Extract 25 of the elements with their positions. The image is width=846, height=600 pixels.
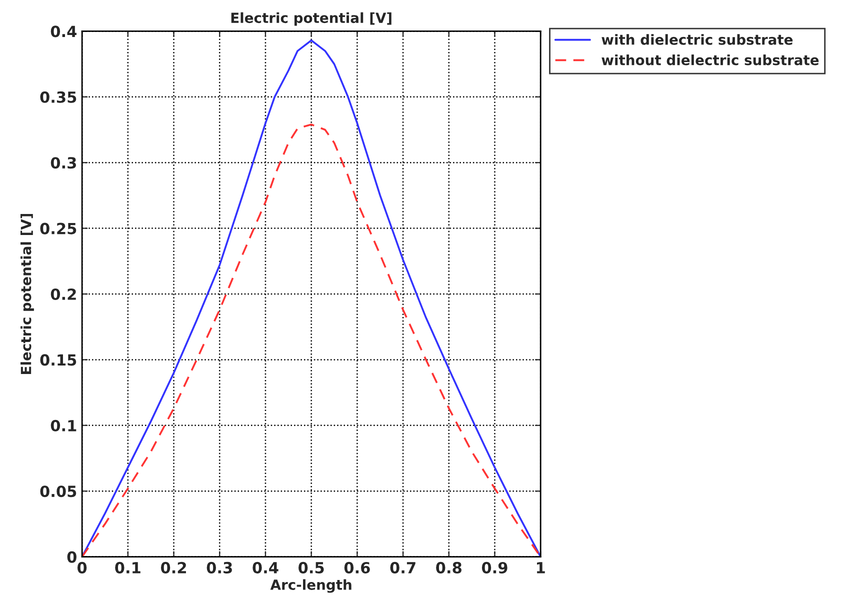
legend-label: with dielectric substrate — [602, 34, 793, 45]
x-tick-label: 0.9 — [482, 562, 508, 574]
y-tick-label: 0.25 — [40, 222, 76, 234]
x-tick-label: 0.2 — [160, 562, 186, 574]
x-tick-label: 0.7 — [390, 562, 416, 574]
x-tick-label: 0.3 — [206, 562, 232, 574]
x-tick-label: 0.6 — [344, 562, 370, 574]
y-tick-label: 0.4 — [50, 26, 76, 38]
y-axis-title: Electric potential [V] — [20, 214, 34, 374]
y-tick-label: 0 — [67, 551, 76, 563]
chart-title: Electric potential [V] — [231, 12, 392, 26]
y-tick-label: 0.05 — [40, 486, 76, 498]
y-tick-label: 0.1 — [50, 420, 76, 432]
legend-label: without dielectric substrate — [602, 54, 819, 66]
x-tick-label: 0 — [77, 562, 87, 574]
x-axis-title: Arc-length — [270, 579, 352, 593]
y-tick-label: 0.15 — [40, 354, 76, 366]
y-tick-label: 0.2 — [50, 288, 76, 300]
x-tick-label: 1 — [537, 562, 545, 574]
y-tick-label: 0.3 — [50, 157, 76, 169]
x-tick-label: 0.8 — [436, 562, 462, 574]
x-tick-label: 0.5 — [298, 562, 324, 574]
x-tick-label: 0.4 — [252, 562, 278, 574]
x-tick-label: 0.1 — [115, 562, 140, 574]
y-tick-label: 0.35 — [40, 91, 76, 103]
